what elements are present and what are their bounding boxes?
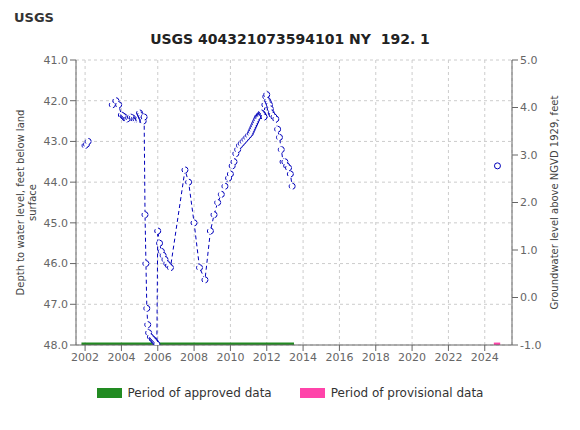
svg-text:3.0: 3.0 — [520, 149, 538, 162]
svg-text:1.0: 1.0 — [520, 244, 538, 257]
html-text:Period of approved data: Period of approved data — [127, 386, 272, 400]
svg-text:45.0: 45.0 — [44, 217, 69, 230]
svg-text:2004: 2004 — [107, 351, 135, 364]
svg-text:2022: 2022 — [434, 351, 462, 364]
svg-text:0.0: 0.0 — [520, 291, 538, 304]
svg-text:2002: 2002 — [71, 351, 99, 364]
html-text:USGS 404321073594101 NY 192. 1: USGS 404321073594101 NY 192. 1 — [150, 31, 430, 47]
svg-text:Depth to water level, feet bel: Depth to water level, feet below landsur… — [15, 110, 38, 296]
svg-text:42.0: 42.0 — [44, 95, 69, 108]
svg-text:-1.0: -1.0 — [520, 339, 541, 352]
html-text:USGS: USGS — [14, 10, 54, 25]
html-text:Period of provisional data: Period of provisional data — [330, 386, 484, 400]
svg-text:2008: 2008 — [180, 351, 208, 364]
svg-text:4.0: 4.0 — [520, 101, 538, 114]
svg-text:2010: 2010 — [216, 351, 244, 364]
svg-text:43.0: 43.0 — [44, 135, 69, 148]
svg-text:2012: 2012 — [253, 351, 281, 364]
svg-text:2006: 2006 — [144, 351, 172, 364]
svg-text:Groundwater level above NGVD 1: Groundwater level above NGVD 1929, feet — [549, 96, 560, 310]
svg-text:47.0: 47.0 — [44, 298, 69, 311]
svg-text:2014: 2014 — [289, 351, 317, 364]
svg-text:2.0: 2.0 — [520, 196, 538, 209]
svg-text:2024: 2024 — [471, 351, 499, 364]
svg-text:2020: 2020 — [398, 351, 426, 364]
svg-text:2018: 2018 — [362, 351, 390, 364]
svg-text:48.0: 48.0 — [44, 339, 69, 352]
svg-text:41.0: 41.0 — [44, 54, 69, 67]
svg-text:46.0: 46.0 — [44, 257, 69, 270]
svg-text:5.0: 5.0 — [520, 54, 538, 67]
svg-text:2016: 2016 — [325, 351, 353, 364]
svg-text:44.0: 44.0 — [44, 176, 69, 189]
